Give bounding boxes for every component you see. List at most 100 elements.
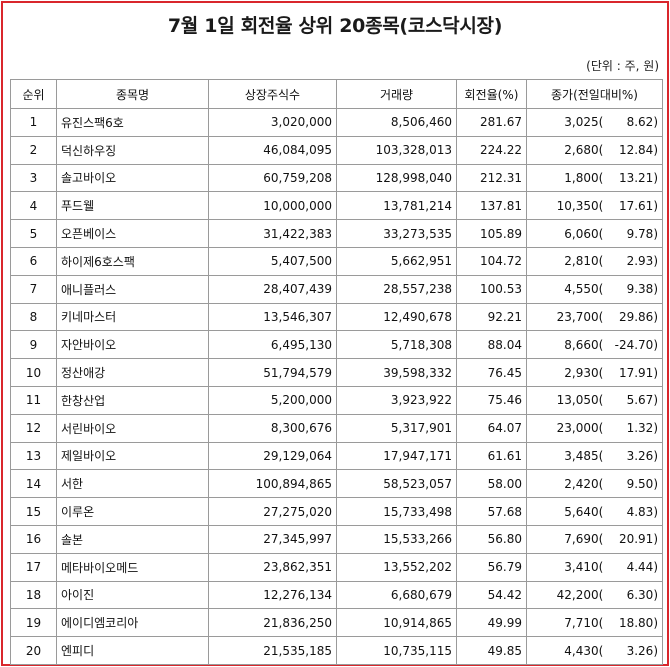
volume-cell: 6,680,679 (336, 580, 457, 610)
close-change-cell: 3,025(8.62) (526, 108, 663, 137)
rank-cell: 4 (10, 191, 57, 221)
table-row: 20 엔피디 21,535,185 10,735,115 49.85 4,430(3.26… (10, 636, 663, 665)
volume-cell: 5,718,308 (336, 330, 457, 360)
rank-cell: 20 (10, 636, 57, 665)
close-change-cell: 42,200(6.30) (526, 580, 663, 610)
close-change-cell: 3,485(3.26) (526, 441, 663, 471)
turnover-cell: 224.22 (456, 135, 527, 165)
listed-shares-cell: 31,422,383 (208, 219, 337, 248)
document-title: 7월 1일 회전율 상위 20종목(코스닥시장) (167, 15, 503, 37)
listed-shares-cell: 12,276,134 (208, 580, 337, 610)
turnover-cell: 88.04 (456, 330, 527, 360)
volume-cell: 15,533,266 (336, 524, 457, 554)
header-volume: 거래량 (336, 79, 457, 109)
turnover-cell: 104.72 (456, 246, 527, 276)
table-row: 13 제일바이오 29,129,064 17,947,171 61.61 3,485(3.… (10, 441, 663, 471)
close-price: 2,810 (564, 254, 599, 269)
close-change-cell: 7,710(18.80) (526, 608, 663, 638)
stock-name-cell: 솔고바이오 (56, 163, 209, 193)
close-price: 10,350 (556, 198, 599, 213)
listed-shares-cell: 46,084,095 (208, 135, 337, 165)
turnover-cell: 105.89 (456, 219, 527, 248)
listed-shares-cell: 23,862,351 (208, 552, 337, 582)
turnover-cell: 58.00 (456, 469, 527, 499)
stock-name-cell: 오픈베이스 (56, 219, 209, 248)
turnover-table: 순위 종목명 상장주식수 거래량 회전율(%) 종가(전일대비%) 1 유진스팩6… (10, 79, 663, 665)
stock-name-cell: 엔피디 (56, 636, 209, 665)
volume-cell: 15,733,498 (336, 497, 457, 526)
table-row: 7 애니플러스 28,407,439 28,557,238 100.53 4,550(9.… (10, 274, 663, 304)
rank-cell: 16 (10, 524, 57, 554)
rank-cell: 19 (10, 608, 57, 638)
turnover-cell: 49.85 (456, 636, 527, 665)
close-change-cell: 2,680(12.84) (526, 135, 663, 165)
table-row: 16 솔본 27,345,997 15,533,266 56.80 7,690(20.91… (10, 524, 663, 554)
table-body: 1 유진스팩6호 3,020,000 8,506,460 281.67 3,025(8.6… (10, 108, 663, 665)
rank-cell: 15 (10, 497, 57, 526)
listed-shares-cell: 10,000,000 (208, 191, 337, 221)
turnover-cell: 56.79 (456, 552, 527, 582)
volume-cell: 103,328,013 (336, 135, 457, 165)
stock-name-cell: 유진스팩6호 (56, 108, 209, 137)
rank-cell: 10 (10, 358, 57, 387)
change-percent: 20.91 (618, 532, 654, 547)
table-row: 2 덕신하우징 46,084,095 103,328,013 224.22 2,680(1… (10, 135, 663, 165)
rank-cell: 12 (10, 413, 57, 443)
rank-cell: 13 (10, 441, 57, 471)
header-listed-shares: 상장주식수 (208, 79, 337, 109)
volume-cell: 28,557,238 (336, 274, 457, 304)
volume-cell: 58,523,057 (336, 469, 457, 499)
turnover-cell: 100.53 (456, 274, 527, 304)
change-percent: 8.62 (626, 115, 654, 130)
table-header-row: 순위 종목명 상장주식수 거래량 회전율(%) 종가(전일대비%) (10, 79, 663, 109)
stock-name-cell: 메타바이오메드 (56, 552, 209, 582)
listed-shares-cell: 21,535,185 (208, 636, 337, 665)
stock-name-cell: 하이제6호스팩 (56, 246, 209, 276)
rank-cell: 7 (10, 274, 57, 304)
close-change-cell: 1,800(13.21) (526, 163, 663, 193)
turnover-cell: 75.46 (456, 385, 527, 415)
volume-cell: 10,914,865 (336, 608, 457, 638)
close-price: 1,800 (564, 170, 599, 185)
close-price: 6,060 (564, 226, 599, 241)
turnover-cell: 49.99 (456, 608, 527, 638)
close-price: 2,680 (564, 143, 599, 158)
close-price: 23,700 (556, 309, 599, 324)
stock-name-cell: 푸드웰 (56, 191, 209, 221)
volume-cell: 5,317,901 (336, 413, 457, 443)
table-row: 11 한창산업 5,200,000 3,923,922 75.46 13,050(5.67… (10, 385, 663, 415)
close-price: 8,660 (564, 337, 599, 352)
listed-shares-cell: 13,546,307 (208, 302, 337, 332)
close-price: 23,000 (556, 421, 599, 436)
turnover-cell: 137.81 (456, 191, 527, 221)
turnover-cell: 61.61 (456, 441, 527, 471)
change-percent: 17.91 (618, 365, 654, 380)
table-row: 14 서한 100,894,865 58,523,057 58.00 2,420(9.50… (10, 469, 663, 499)
change-percent: 3.26 (626, 643, 654, 658)
change-percent: 6.30 (626, 587, 654, 602)
listed-shares-cell: 5,200,000 (208, 385, 337, 415)
stock-name-cell: 이루온 (56, 497, 209, 526)
unit-note: (단위 : 주, 원) (586, 59, 659, 73)
turnover-cell: 281.67 (456, 108, 527, 137)
listed-shares-cell: 51,794,579 (208, 358, 337, 387)
turnover-cell: 64.07 (456, 413, 527, 443)
table-row: 3 솔고바이오 60,759,208 128,998,040 212.31 1,800(1… (10, 163, 663, 193)
stock-name-cell: 한창산업 (56, 385, 209, 415)
change-percent: 29.86 (618, 309, 654, 324)
rank-cell: 9 (10, 330, 57, 360)
close-price: 4,550 (564, 282, 599, 297)
close-change-cell: 2,810(2.93) (526, 246, 663, 276)
stock-name-cell: 제일바이오 (56, 441, 209, 471)
volume-cell: 5,662,951 (336, 246, 457, 276)
stock-name-cell: 애니플러스 (56, 274, 209, 304)
table-row: 18 아이진 12,276,134 6,680,679 54.42 42,200(6.30… (10, 580, 663, 610)
table-row: 19 에이디엠코리아 21,836,250 10,914,865 49.99 7,710(… (10, 608, 663, 638)
close-price: 7,690 (564, 532, 599, 547)
change-percent: 17.61 (618, 198, 654, 213)
change-percent: 2.93 (626, 254, 654, 269)
volume-cell: 17,947,171 (336, 441, 457, 471)
stock-name-cell: 자안바이오 (56, 330, 209, 360)
table-row: 17 메타바이오메드 23,862,351 13,552,202 56.79 3,410(… (10, 552, 663, 582)
rank-cell: 11 (10, 385, 57, 415)
